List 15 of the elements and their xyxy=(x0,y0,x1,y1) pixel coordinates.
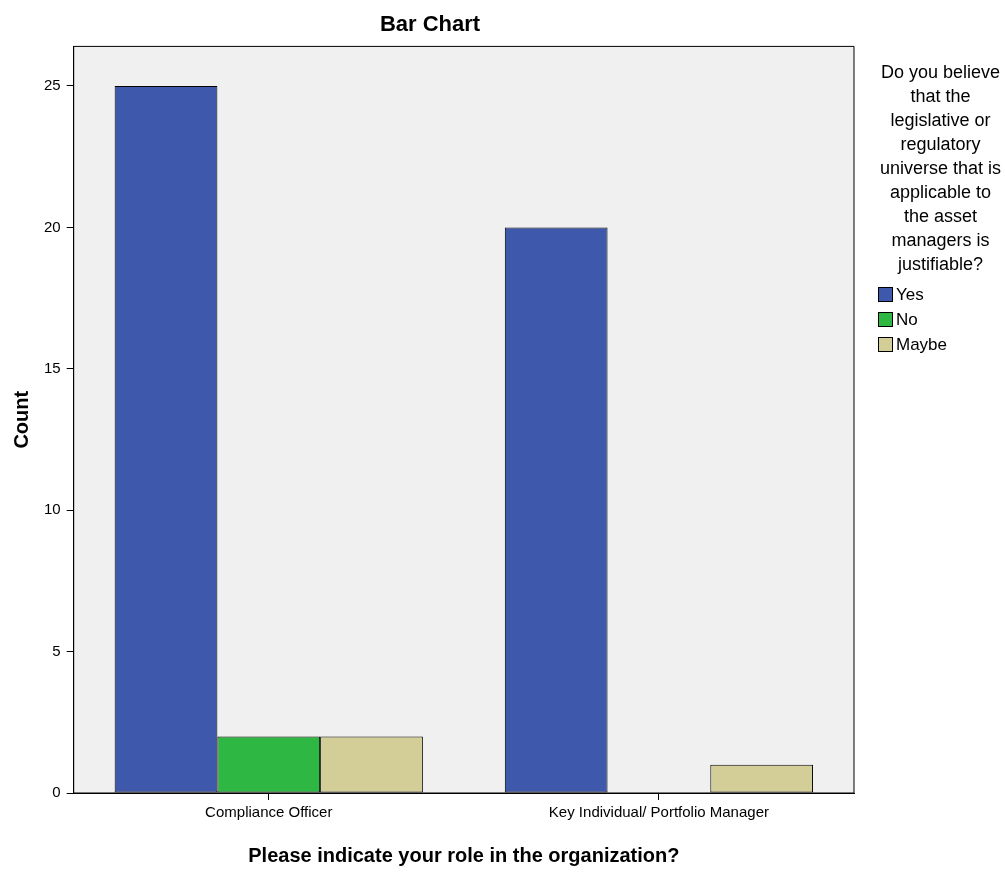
x-tick-label: Compliance Officer xyxy=(205,803,333,821)
y-tick-label: 10 xyxy=(44,500,61,518)
legend-label: Yes xyxy=(896,284,924,305)
y-axis-title: Count xyxy=(9,390,32,449)
y-tick-label: 0 xyxy=(52,783,61,801)
text: Do you believe that the legislative or regulatory universe that is applicable to the asset managers is justifiable? xyxy=(879,62,1002,274)
y-tick-label: 20 xyxy=(44,217,61,235)
legend-label: Maybe xyxy=(896,334,948,355)
y-tick-label: 15 xyxy=(44,358,61,376)
chart-title: Bar Chart xyxy=(379,11,481,37)
legend-label: No xyxy=(896,309,918,330)
y-tick-label: 5 xyxy=(52,641,61,659)
y-tick-label: 25 xyxy=(44,76,61,94)
x-axis-title: Please indicate your role in the organization? xyxy=(248,843,680,866)
x-tick-label: Key Individual/ Portfolio Manager xyxy=(548,803,769,821)
